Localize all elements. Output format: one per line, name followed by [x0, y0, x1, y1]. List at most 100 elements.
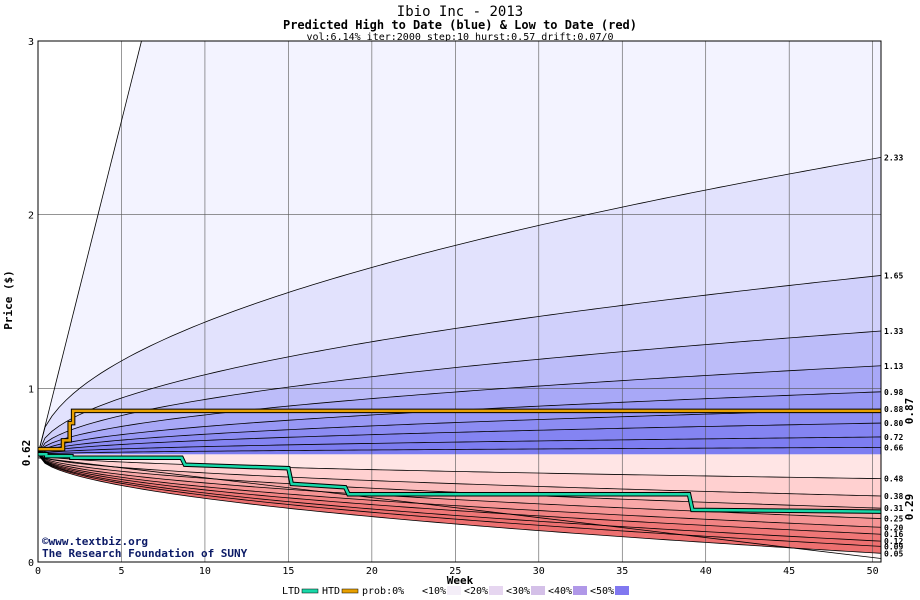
x-tick-label: 5: [118, 566, 124, 577]
probability-bands: [38, 41, 881, 559]
quantile-value-label: 0.66: [884, 443, 903, 452]
quantile-value-label: 1.65: [884, 271, 903, 280]
quantile-line-1.65: [37, 275, 882, 455]
quantile-value-label: 0.12: [884, 537, 903, 546]
band-high-0.72: [38, 436, 881, 455]
watermark: ©www.textbiz.org The Research Foundation…: [42, 535, 248, 560]
band-high-1.65: [38, 275, 881, 455]
y-tick-label: 2: [28, 211, 34, 222]
x-tick-label: 45: [783, 566, 795, 577]
band-low-0.09: [38, 454, 881, 547]
band-low-0.16: [38, 454, 881, 535]
y-axis-label: Price ($): [2, 270, 15, 330]
series-lines: [37, 40, 882, 559]
x-tick-label: 30: [533, 566, 545, 577]
legend-swatch-ltd: [301, 588, 319, 594]
quantile-line-0.48: [37, 453, 882, 480]
low-to-date-label: 0.29: [903, 494, 916, 521]
legend-swatch-prob: [489, 586, 503, 595]
band-high-2.33: [38, 157, 881, 455]
quantile-value-label: 0.72: [884, 433, 903, 442]
x-axis-label: Week: [447, 574, 474, 587]
header: Ibio Inc - 2013 Predicted High to Date (…: [283, 4, 637, 43]
quantile-value-label: 0.31: [884, 504, 903, 513]
legend-label-htd: HTD: [322, 586, 340, 597]
band-low-0.48: [38, 454, 881, 479]
legend-label-prob: prob:0%: [362, 586, 404, 597]
quantile-value-label: 0.20: [884, 523, 903, 532]
quantile-line-1.13: [37, 365, 882, 455]
x-axis-ticks: 0 5 10 15 20 25 30 35 40 45 50: [35, 566, 879, 577]
band-high-0.88: [38, 409, 881, 455]
x-tick-label: 40: [700, 566, 712, 577]
chart-title: Ibio Inc - 2013: [397, 4, 523, 20]
htd-line: [38, 409, 881, 451]
band-high-0.98: [38, 391, 881, 455]
band-high-0.66: [38, 447, 881, 455]
quantile-line-2.33: [37, 156, 882, 455]
x-tick-label: 35: [616, 566, 628, 577]
chart-params: vol:6.14% iter:2000 step:10 hurst:0.57 d…: [306, 32, 613, 43]
legend-swatch-prob: [615, 586, 629, 595]
right-value-labels: 0.660.72 0.80 0.88 0.98 1.13 1.33 1.65 2.33 0.48…: [884, 153, 903, 558]
quantile-line-0.09: [37, 454, 882, 547]
start-price-label: 0.62: [20, 440, 33, 467]
y-axis-ticks: 0 1 2 3: [28, 37, 34, 569]
legend: LTD HTD prob:0% <10% <20% <30% <40% <50%: [282, 586, 629, 597]
quantile-value-label: 2.33: [884, 153, 903, 162]
x-tick-label: 20: [366, 566, 378, 577]
y-tick-label: 0: [28, 558, 34, 569]
legend-swatch-prob: [405, 586, 419, 595]
band-low-0.05: [38, 454, 881, 554]
quantile-value-label: 0.98: [884, 388, 903, 397]
legend-label-prob: <30%: [506, 586, 530, 597]
y-tick-label: 1: [28, 384, 34, 395]
outer-high-line: [37, 40, 142, 455]
quantile-value-label: 1.33: [884, 327, 903, 336]
chart-subtitle: Predicted High to Date (blue) & Low to D…: [283, 18, 637, 32]
y-tick-label: 3: [28, 37, 34, 48]
quantile-line-0.25: [37, 454, 882, 519]
quantile-line-0.12: [37, 454, 882, 542]
quantile-value-label: 0.25: [884, 515, 903, 524]
quantile-line-0.05: [37, 454, 882, 554]
x-tick-label: 25: [449, 566, 461, 577]
legend-label-ltd: LTD: [282, 586, 300, 597]
legend-swatch-prob: [447, 586, 461, 595]
x-tick-label: 50: [867, 566, 879, 577]
x-tick-label: 15: [282, 566, 294, 577]
legend-label-prob: <20%: [464, 586, 488, 597]
band-low-0.20: [38, 454, 881, 528]
quantile-line-0.72: [37, 436, 882, 455]
quantile-line-0.38: [37, 453, 882, 497]
legend-swatch-htd: [341, 588, 359, 594]
quantile-value-label: 1.13: [884, 362, 903, 371]
legend-label-prob: <50%: [590, 586, 614, 597]
band-low-0.12: [38, 454, 881, 542]
quantile-line-0.20: [37, 454, 882, 528]
quantile-value-label: 0.16: [884, 530, 903, 539]
quantile-value-label: 0.05: [884, 549, 903, 558]
legend-swatch-prob: [573, 586, 587, 595]
legend-label-prob: <10%: [422, 586, 446, 597]
quantile-line-1.33: [37, 330, 882, 455]
quantile-value-label: 0.88: [884, 405, 903, 414]
quantile-line-0.66: [37, 446, 882, 455]
x-tick-label: 0: [35, 566, 41, 577]
band-low-0.25: [38, 454, 881, 519]
quantile-value-label: 0.80: [884, 419, 903, 428]
band-high-outer: [38, 41, 881, 455]
band-high-0.80: [38, 423, 881, 455]
quantile-value-label: 0.48: [884, 475, 903, 484]
quantile-value-label: 0.09: [884, 542, 903, 551]
plot-frame: [37, 40, 882, 563]
ltd-line: [38, 453, 882, 513]
quantile-line-0.80: [37, 422, 882, 455]
band-high-1.33: [38, 331, 881, 455]
quantile-line-0.16: [37, 454, 882, 535]
high-to-date-label: 0.87: [903, 398, 916, 425]
quantile-value-label: 0.38: [884, 492, 903, 501]
outer-low-line: [37, 457, 882, 559]
legend-label-prob: <40%: [548, 586, 572, 597]
